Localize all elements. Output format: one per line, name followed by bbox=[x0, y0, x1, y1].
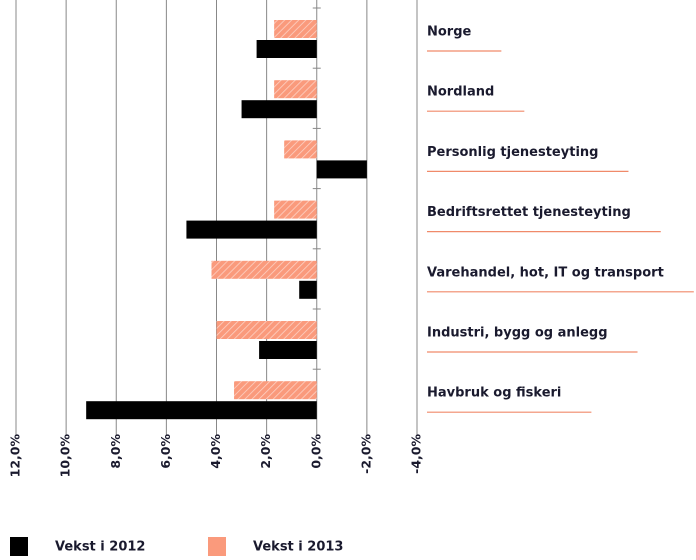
bar bbox=[256, 40, 317, 58]
bar bbox=[274, 20, 317, 38]
category-label: Norge bbox=[427, 25, 472, 40]
bar bbox=[299, 280, 317, 299]
legend-swatch bbox=[10, 537, 28, 556]
bar bbox=[186, 220, 317, 239]
x-tick-label: 0,0% bbox=[308, 434, 323, 469]
x-tick-label: 12,0% bbox=[8, 434, 23, 478]
legend-swatch bbox=[208, 537, 226, 556]
bar bbox=[284, 140, 317, 159]
bar bbox=[234, 381, 317, 400]
legend-label: Vekst i 2013 bbox=[253, 540, 343, 555]
x-tick-label: 8,0% bbox=[108, 434, 123, 469]
bar bbox=[216, 321, 317, 339]
x-tick-label: 10,0% bbox=[58, 434, 73, 478]
category-label: Nordland bbox=[427, 85, 494, 100]
legend-label: Vekst i 2012 bbox=[55, 540, 145, 555]
bar bbox=[274, 200, 317, 219]
bar bbox=[241, 100, 317, 119]
x-tick-label: -4,0% bbox=[409, 434, 424, 474]
category-label: Industri, bygg og anlegg bbox=[427, 326, 608, 341]
x-tick-label: 2,0% bbox=[258, 434, 273, 469]
bar bbox=[86, 401, 317, 420]
x-tick-label: 4,0% bbox=[208, 434, 223, 469]
x-tick-label: 6,0% bbox=[158, 434, 173, 469]
bar bbox=[316, 160, 367, 179]
bar bbox=[211, 260, 317, 279]
category-label: Bedriftsrettet tjenesteyting bbox=[427, 205, 631, 220]
x-tick-label: -2,0% bbox=[358, 434, 373, 474]
category-label: Personlig tjenesteyting bbox=[427, 145, 598, 160]
bar bbox=[274, 80, 317, 99]
category-label: Varehandel, hot, IT og transport bbox=[427, 265, 664, 280]
category-label: Havbruk og fiskeri bbox=[427, 386, 561, 401]
bar bbox=[259, 341, 317, 359]
